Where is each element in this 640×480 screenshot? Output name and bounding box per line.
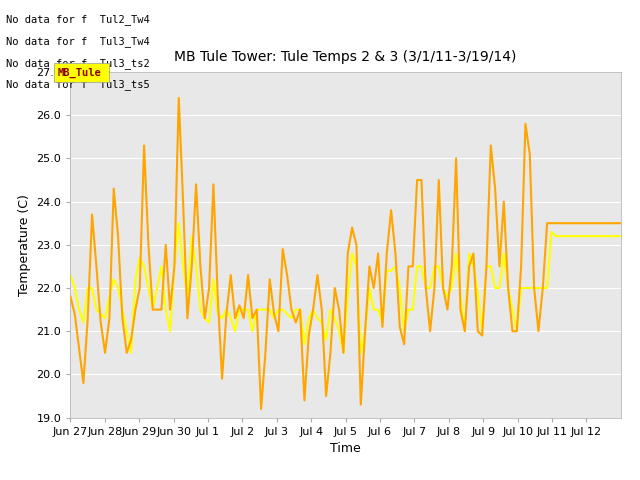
Tul2_Ts-2 — [548, 220, 556, 226]
Text: No data for f  Tul3_ts2: No data for f Tul3_ts2 — [6, 58, 150, 69]
Tul2_Ts-2 — [257, 406, 265, 412]
Tul2_Ts-8 — [279, 307, 287, 312]
Tul2_Ts-2 — [279, 246, 287, 252]
Tul2_Ts-2 — [175, 95, 182, 101]
Tul2_Ts-2 — [205, 285, 213, 291]
Tul2_Ts-8 — [127, 350, 135, 356]
Tul2_Ts-2 — [617, 220, 625, 226]
Text: No data for f  Tul3_ts5: No data for f Tul3_ts5 — [6, 79, 150, 90]
Text: No data for f  Tul3_Tw4: No data for f Tul3_Tw4 — [6, 36, 150, 47]
Text: MB_Tule: MB_Tule — [58, 67, 101, 78]
Tul2_Ts-8 — [600, 233, 607, 239]
Tul2_Ts-8 — [67, 272, 74, 278]
Tul2_Ts-2 — [361, 328, 369, 334]
Tul2_Ts-8 — [617, 233, 625, 239]
Tul2_Ts-8 — [548, 229, 556, 235]
Tul2_Ts-8 — [361, 328, 369, 334]
Tul2_Ts-8 — [175, 220, 182, 226]
Tul2_Ts-8 — [301, 341, 308, 347]
Line: Tul2_Ts-8: Tul2_Ts-8 — [70, 223, 621, 353]
Title: MB Tule Tower: Tule Temps 2 & 3 (3/1/11-3/19/14): MB Tule Tower: Tule Temps 2 & 3 (3/1/11-… — [175, 50, 516, 64]
Line: Tul2_Ts-2: Tul2_Ts-2 — [70, 98, 621, 409]
Y-axis label: Temperature (C): Temperature (C) — [18, 194, 31, 296]
X-axis label: Time: Time — [330, 442, 361, 455]
Tul2_Ts-2 — [600, 220, 607, 226]
Tul2_Ts-8 — [209, 276, 217, 282]
Text: No data for f  Tul2_Tw4: No data for f Tul2_Tw4 — [6, 14, 150, 25]
Tul2_Ts-2 — [67, 294, 74, 300]
Tul2_Ts-2 — [301, 397, 308, 403]
